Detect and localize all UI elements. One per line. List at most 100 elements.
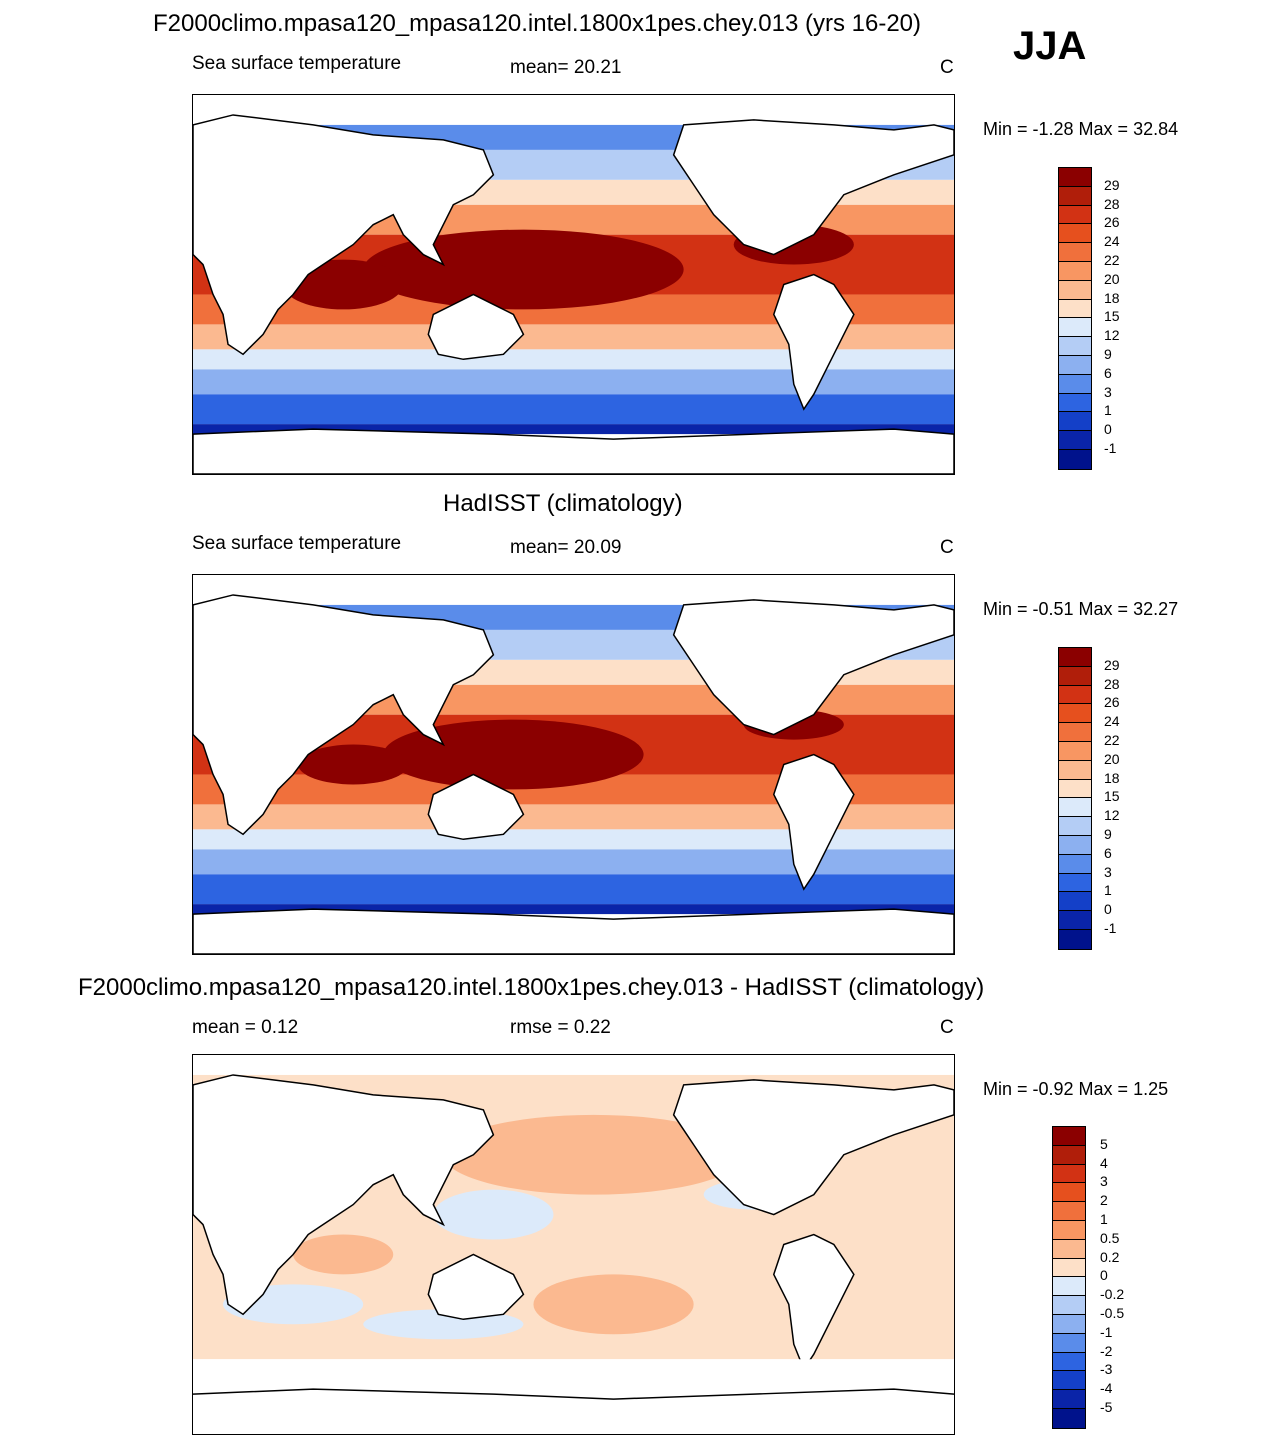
colorbar-tick-label: 3 [1100,1173,1108,1190]
colorbar-cell [1053,1145,1085,1165]
land-layer [193,594,954,954]
colorbar-cell [1053,1277,1085,1297]
colorbar-tick-label: 0.5 [1100,1229,1120,1246]
colorbar-tick-label: -1 [1104,920,1117,936]
colorbar-tick-label: -1 [1104,440,1117,456]
colorbar-cell [1059,261,1091,281]
colorbar-cell [1059,168,1091,187]
colorbar-cell [1059,892,1091,912]
map-svg [193,114,954,474]
minmax-label: Min = -1.28 Max = 32.84 [983,119,1179,139]
colorbar-cell [1059,431,1091,450]
colorbar-cell [1053,1202,1085,1221]
colorbar-tick-label: 15 [1104,308,1120,325]
colorbar-cell [1059,685,1091,705]
colorbar-cells [1059,648,1091,949]
colorbar-cell [1059,393,1091,413]
colorbar-cell [1059,798,1091,818]
colorbar-tick-label: 29 [1104,176,1120,193]
colorbar-tick-label: 0 [1104,901,1112,918]
colorbar-cell [1059,280,1091,300]
colorbar-tick-label: 26 [1104,694,1120,711]
colorbar-cell [1053,1127,1085,1146]
colorbar-tick-label: 1 [1104,402,1112,419]
minmax-label: Min = -0.51 Max = 32.27 [983,599,1179,619]
panel-title: F2000climo.mpasa120_mpasa120.intel.1800x… [78,974,985,1001]
colorbar-tick-label: -3 [1100,1361,1113,1378]
land-layer [193,1074,954,1434]
colorbar-tick-label: 15 [1104,788,1120,805]
land-layer [193,114,954,474]
colorbar-cell [1059,835,1091,855]
colorbar-cell [1059,205,1091,225]
colorbar-tick-label: 0 [1100,1267,1108,1284]
colorbar-cell [1059,817,1091,836]
colorbar-cell [1053,1390,1085,1409]
colorbar-tick-label: 0 [1104,421,1112,438]
field-label: Sea surface temperature [192,53,402,74]
unit-label: C [940,57,954,78]
colorbar-cell [1059,873,1091,893]
colorbar-cell [1059,355,1091,375]
colorbar-tick-label: -4 [1100,1380,1113,1397]
colorbar-cell [1059,318,1091,338]
colorbar [1058,167,1092,470]
colorbar-cell [1053,1220,1085,1240]
rmse-stat: rmse = 0.22 [510,1017,611,1038]
colorbar-cell [1059,741,1091,761]
colorbar-tick-label: -0.5 [1100,1305,1125,1321]
colorbar-cell [1053,1183,1085,1203]
unit-label: C [940,1017,954,1038]
colorbar-tick-label: 22 [1104,252,1120,268]
colorbar-cell [1059,648,1091,667]
colorbar-tick-label: 28 [1104,675,1120,692]
colorbar-tick-label: 9 [1104,346,1112,362]
colorbar-tick-label: -0.2 [1100,1286,1125,1303]
colorbar-tick-label: 22 [1104,732,1120,748]
colorbar-cell [1059,911,1091,930]
colorbar-tick-label: 4 [1100,1154,1108,1171]
colorbar-cell [1053,1164,1085,1184]
colorbar-cell [1059,374,1091,394]
colorbar-tick-label: 24 [1104,713,1120,730]
colorbar-cell [1053,1352,1085,1372]
colorbar-tick-label: 2 [1100,1192,1108,1209]
colorbar-tick-label: 0.2 [1100,1248,1120,1265]
colorbar-cell [1059,704,1091,724]
colorbar-tick-label: -1 [1100,1323,1113,1340]
season-label: JJA [1013,24,1087,68]
colorbar-cell [1059,723,1091,742]
colorbar-cell [1059,929,1091,949]
colorbar-cell [1059,666,1091,686]
figure-title: F2000climo.mpasa120_mpasa120.intel.1800x… [153,10,922,37]
colorbar-cell [1053,1314,1085,1334]
colorbar-tick-label: 3 [1104,863,1112,880]
colorbar-cell [1053,1296,1085,1315]
sst-map-obs [192,574,955,955]
colorbar-cell [1059,243,1091,262]
colorbar-cell [1059,186,1091,206]
colorbar-tick-label: 9 [1104,826,1112,842]
map-svg [193,594,954,954]
colorbar-cell [1059,224,1091,244]
colorbar-tick-label: 12 [1104,807,1120,824]
sst-diff-map [192,1054,955,1435]
colorbar-tick-label: 6 [1104,364,1112,381]
colorbar-tick-label: 28 [1104,195,1120,212]
colorbar-cell [1053,1408,1085,1428]
colorbar-tick-label: -5 [1100,1399,1113,1415]
sst-map-model [192,94,955,475]
colorbar-tick-label: 1 [1104,882,1112,899]
colorbar-tick-label: 6 [1104,844,1112,861]
colorbar-cell [1053,1371,1085,1391]
colorbar-tick-label: 3 [1104,383,1112,400]
colorbar-cell [1053,1239,1085,1259]
colorbar-cell [1059,779,1091,799]
mean-stat: mean= 20.21 [510,57,622,78]
colorbar-tick-label: 12 [1104,327,1120,344]
field-label: Sea surface temperature [192,533,402,554]
colorbar-cell [1059,760,1091,780]
colorbar-cell [1059,299,1091,319]
mean-stat: mean= 20.09 [510,537,622,558]
colorbar-cells [1059,168,1091,469]
